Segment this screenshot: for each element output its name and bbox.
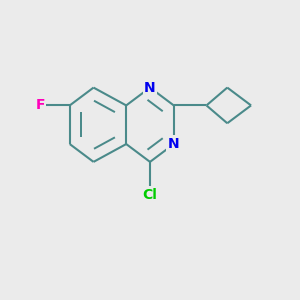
Text: F: F bbox=[35, 98, 45, 112]
Text: N: N bbox=[168, 137, 180, 151]
Text: Cl: Cl bbox=[142, 188, 158, 202]
Text: N: N bbox=[144, 81, 156, 94]
